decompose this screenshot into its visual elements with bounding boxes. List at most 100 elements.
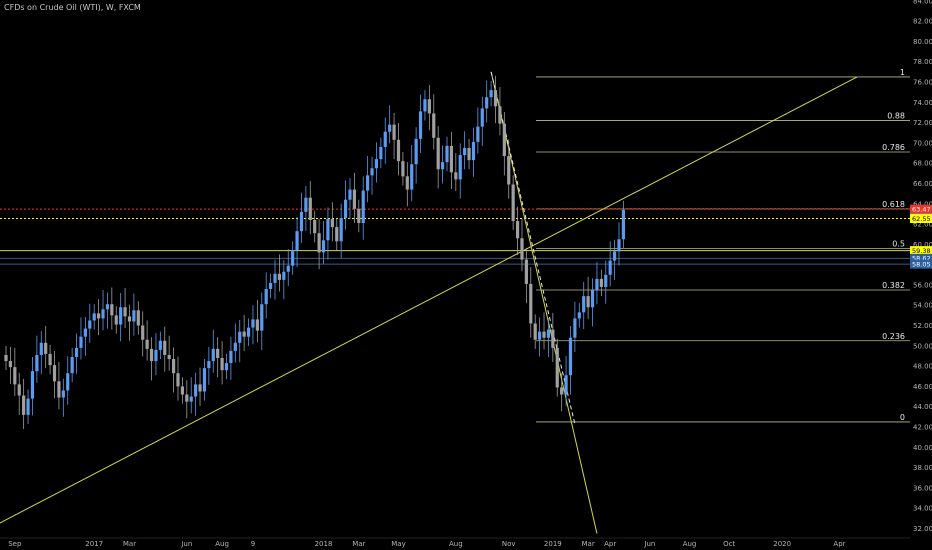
candle-body — [202, 368, 207, 392]
candle-body — [141, 325, 145, 340]
time-tick-label: Oct — [723, 540, 735, 548]
candle-body — [410, 164, 414, 190]
candle-body — [145, 339, 149, 349]
candle-body — [546, 329, 551, 338]
candle-body — [458, 155, 462, 180]
candle-body — [440, 162, 445, 170]
candle-body — [423, 99, 427, 112]
candle-body — [123, 307, 127, 317]
price-tick-label: 32.00 — [913, 525, 932, 533]
candle-body — [149, 348, 154, 362]
time-tick-label: Aug — [215, 540, 229, 548]
price-tick-label: 62.00 — [913, 221, 932, 229]
candle-body — [560, 387, 564, 395]
time-tick-label: Aug — [683, 540, 697, 548]
candle-body — [163, 340, 167, 355]
fib-level-label: 0.236 — [882, 332, 905, 341]
candle-body — [568, 337, 573, 376]
price-tag-box — [910, 246, 932, 256]
price-tick-label: 56.00 — [913, 281, 932, 289]
candle-body — [277, 273, 282, 280]
candle-body — [286, 265, 290, 272]
fib-level-label: 0 — [900, 413, 905, 422]
candle-body — [326, 218, 330, 241]
price-tick-label: 68.00 — [913, 160, 932, 168]
candle-body — [396, 139, 401, 162]
price-tick-label: 74.00 — [913, 99, 932, 107]
price-tick-label: 42.00 — [913, 424, 932, 432]
candle-body — [185, 394, 189, 402]
candle-body — [480, 108, 484, 127]
time-tick-label: 2017 — [85, 540, 103, 548]
time-axis[interactable]: Sep 2017 Mar Jun Aug 9 2018 Mar May Aug Nov 2019 Mar… — [0, 537, 910, 548]
price-tick-label: 54.00 — [913, 302, 932, 310]
candle-body — [57, 381, 61, 398]
candle-body — [61, 390, 65, 398]
candle-body — [216, 348, 220, 358]
price-tick-label: 72.00 — [913, 119, 932, 127]
candle-body — [612, 251, 617, 261]
candle-body — [357, 208, 361, 224]
candle-body — [167, 354, 171, 360]
time-tick-label: Mar — [352, 540, 365, 548]
price-tick-label: 40.00 — [913, 444, 932, 452]
candle-body — [304, 197, 308, 212]
price-tick-label: 66.00 — [913, 180, 932, 188]
candle-body — [595, 278, 599, 291]
candle-body — [555, 347, 559, 388]
candle-body — [392, 124, 396, 140]
price-tick-label: 50.00 — [913, 342, 932, 350]
price-axis[interactable]: 32.00 34.00 36.00 38.00 40.00 42.00 44.00 46.00… — [911, 0, 932, 550]
candle-body — [171, 359, 176, 374]
candle-body — [379, 146, 383, 160]
time-tick-label: Apr — [604, 540, 616, 548]
candle-body — [39, 342, 43, 355]
candle-body — [564, 375, 568, 395]
candle-body — [343, 199, 348, 218]
candle-body — [432, 113, 436, 138]
candle-body — [577, 312, 581, 319]
fib-level-label: 1 — [900, 68, 905, 77]
trend-lines — [0, 71, 858, 534]
candle-body — [370, 168, 374, 176]
candle-body — [211, 348, 215, 362]
candle-body — [74, 347, 79, 357]
candle-body — [44, 342, 48, 354]
candle-body — [251, 319, 255, 328]
candle-body — [485, 97, 489, 109]
time-tick-label: Mar — [123, 540, 136, 548]
candle-body — [617, 239, 621, 252]
price-tick-label: 48.00 — [913, 363, 932, 371]
price-tick-label: 38.00 — [913, 464, 932, 472]
candle-body — [321, 240, 326, 253]
price-tick-label: 60.00 — [913, 241, 932, 249]
candle-body — [127, 316, 132, 322]
candle-body — [158, 340, 162, 350]
candle-body — [30, 371, 35, 399]
price-tick-label: 76.00 — [913, 79, 932, 87]
trend-line — [490, 71, 598, 534]
horizontal-lines — [0, 208, 910, 265]
candle-body — [269, 282, 273, 289]
candle-body — [445, 145, 449, 163]
price-tick-label: 52.00 — [913, 322, 932, 330]
candle-body — [17, 384, 21, 396]
candle-body — [538, 331, 542, 340]
candle-body — [454, 172, 458, 180]
price-tag-label: 58.05 — [912, 260, 931, 268]
candle-body — [4, 354, 8, 362]
fib-level-label: 0.618 — [882, 200, 905, 209]
candle-body — [105, 304, 110, 310]
time-tick-label: Sep — [8, 540, 22, 548]
price-tick-label: 84.00 — [913, 0, 932, 5]
candle-body — [401, 161, 405, 177]
candle-body — [608, 260, 612, 275]
candle-body — [449, 145, 454, 173]
candle-body — [52, 365, 57, 382]
price-tick-label: 44.00 — [913, 403, 932, 411]
candle-body — [246, 327, 251, 337]
candle-body — [22, 395, 26, 415]
candle-body — [515, 221, 520, 239]
candle-body — [313, 220, 317, 234]
